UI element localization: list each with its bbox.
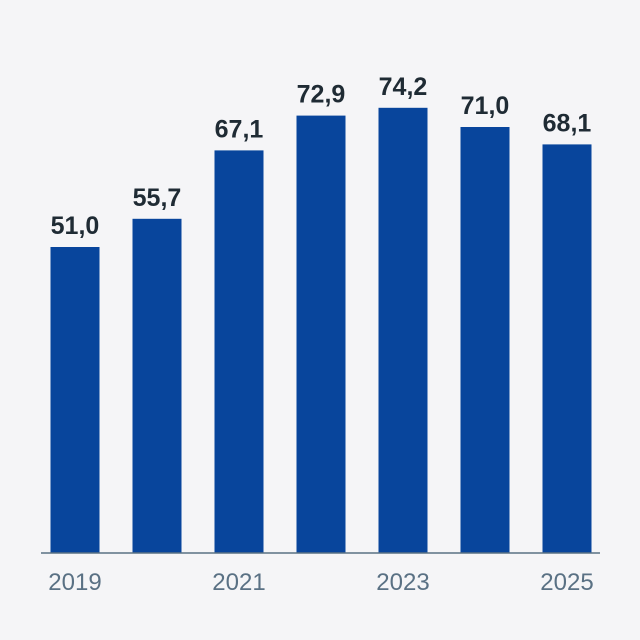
bar-2021 <box>214 150 264 553</box>
value-labels-group: 51,0 55,7 67,1 72,9 74,2 71,0 68,1 <box>51 73 592 240</box>
value-label-2022: 72,9 <box>297 81 346 109</box>
bar-2020 <box>132 218 182 554</box>
value-label-2020: 55,7 <box>133 184 182 212</box>
value-label-2021: 67,1 <box>215 115 264 143</box>
bar-2023 <box>378 107 428 554</box>
value-label-2024: 71,0 <box>461 92 510 120</box>
bar-2025 <box>542 144 592 553</box>
bar-2022 <box>296 115 346 553</box>
value-label-2019: 51,0 <box>51 212 100 240</box>
bars-group <box>50 107 592 554</box>
x-tick-labels-group: 2019 2021 2023 2025 <box>48 569 593 596</box>
bar-2024 <box>460 127 510 553</box>
bar-2019 <box>50 247 100 553</box>
x-tick-label-2025: 2025 <box>540 569 593 596</box>
value-label-2025: 68,1 <box>543 109 592 137</box>
value-label-2023: 74,2 <box>379 73 428 101</box>
x-tick-label-2023: 2023 <box>376 569 429 596</box>
x-tick-label-2019: 2019 <box>48 569 101 596</box>
x-tick-label-2021: 2021 <box>212 569 265 596</box>
